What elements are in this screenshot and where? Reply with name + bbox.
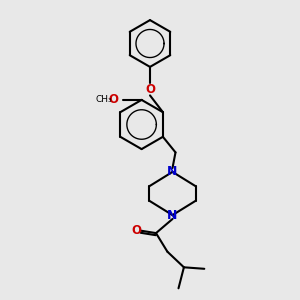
Text: O: O	[131, 224, 141, 237]
Text: N: N	[167, 165, 178, 178]
Text: N: N	[167, 208, 178, 222]
Text: O: O	[145, 83, 155, 97]
Text: CH₃: CH₃	[95, 95, 112, 104]
Text: O: O	[109, 93, 119, 106]
